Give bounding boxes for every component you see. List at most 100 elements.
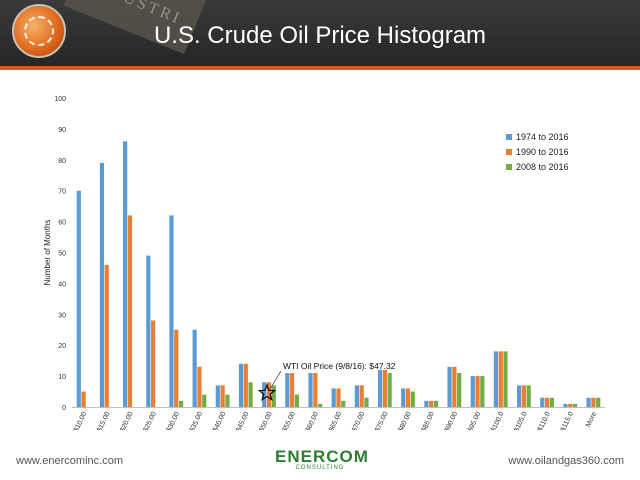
- y-tick-label: 70: [58, 189, 66, 196]
- bar-2: [382, 369, 387, 407]
- x-tick-label: $80.00: [397, 411, 412, 430]
- bar-2: [568, 403, 573, 407]
- bar-2: [429, 400, 434, 407]
- footer-brand: ENERCOM: [275, 447, 369, 466]
- bar-3: [248, 382, 253, 407]
- legend-label: 1974 to 2016: [516, 132, 569, 142]
- bar-1: [447, 366, 452, 407]
- bar-2: [405, 388, 411, 407]
- bar-1: [563, 403, 568, 407]
- y-tick-label: 40: [58, 281, 66, 288]
- x-tick-label: $115.0: [560, 411, 575, 430]
- bar-1: [377, 369, 383, 407]
- bar-2: [336, 388, 341, 407]
- bar-1: [76, 190, 81, 407]
- bar-3: [364, 397, 369, 407]
- annotation-text: WTI Oil Price (9/8/16): $47.32: [283, 361, 396, 371]
- header-bar: INDUSTRI U.S. Crude Oil Price Histogram: [0, 0, 640, 66]
- bar-2: [220, 385, 225, 407]
- y-tick-label: 90: [58, 127, 66, 134]
- bar-2: [174, 329, 179, 407]
- bar-1: [331, 388, 336, 407]
- bar-3: [341, 400, 346, 407]
- x-tick-label: $10.00: [73, 411, 88, 430]
- x-tick-label: $15.00: [96, 411, 111, 430]
- bar-2: [544, 397, 550, 407]
- bar-1: [540, 397, 545, 407]
- bar-3: [271, 385, 276, 407]
- x-tick-label: $40.00: [212, 411, 227, 430]
- y-axis-ticks: 0 10 20 30 40 50 60 70 80 90 100: [54, 96, 66, 412]
- x-tick-label: $45.00: [235, 411, 250, 430]
- x-tick-label: $90.00: [444, 411, 459, 430]
- x-axis-ticks: $10.00 $15.00 $20.00 $25.00 $30.00 $35.00 $40.…: [73, 411, 598, 433]
- footer-right-url[interactable]: www.oilandgas360.com: [508, 455, 624, 467]
- bar-3: [596, 397, 601, 407]
- annotation-leader-line: [269, 370, 282, 390]
- x-tick-label: $85.00: [421, 411, 436, 430]
- x-tick-label: $95.00: [467, 411, 482, 430]
- legend-swatch: [506, 164, 512, 170]
- bar-1: [586, 397, 591, 407]
- star-icon: [257, 383, 277, 402]
- bar-1: [493, 351, 499, 407]
- x-tick-label: $110.0: [537, 411, 552, 430]
- y-tick-label: 100: [54, 96, 66, 103]
- bar-3: [387, 373, 392, 407]
- bar-3: [433, 400, 439, 407]
- bar-2: [591, 397, 596, 407]
- bar-2: [313, 373, 318, 407]
- bar-1: [215, 385, 220, 407]
- x-tick-label: $105.0: [513, 411, 528, 430]
- bar-1: [470, 376, 475, 407]
- page-title: U.S. Crude Oil Price Histogram: [153, 22, 487, 49]
- x-tick-label: $70.00: [351, 411, 366, 430]
- y-tick-label: 80: [58, 158, 66, 165]
- bar-2: [266, 382, 272, 407]
- bar-1: [424, 400, 429, 407]
- x-tick-label: $25.00: [143, 411, 158, 430]
- footer-logo: ENERCOM CONSULTING: [275, 447, 369, 471]
- bar-3: [457, 373, 462, 407]
- bar-1: [285, 373, 290, 407]
- x-tick-label: $65.00: [328, 411, 343, 430]
- bar-3: [480, 376, 485, 407]
- bar-1: [354, 385, 359, 407]
- x-tick-label: $35.00: [189, 411, 204, 430]
- footer-left-url[interactable]: www.enercominc.com: [16, 455, 123, 467]
- bar-2: [521, 385, 526, 407]
- y-tick-label: 60: [58, 220, 66, 227]
- footer-brand-sub: CONSULTING: [295, 465, 345, 471]
- legend-label: 2008 to 2016: [516, 162, 569, 172]
- bar-3: [225, 394, 230, 407]
- y-tick-label: 30: [58, 312, 66, 319]
- bar-1: [169, 215, 174, 407]
- bar-2: [290, 373, 295, 407]
- bar-2: [359, 385, 364, 407]
- bar-2: [151, 320, 156, 407]
- y-tick-label: 20: [58, 343, 66, 350]
- bar-3: [572, 403, 578, 407]
- bar-1: [99, 162, 105, 407]
- bar-3: [410, 391, 415, 407]
- header-accent-stripe: [0, 66, 640, 70]
- sun-icon: [24, 16, 54, 46]
- bar-1: [238, 363, 244, 407]
- bar-1: [123, 141, 128, 407]
- x-tick-label: More: [585, 411, 598, 429]
- bar-3: [178, 400, 184, 407]
- x-tick-label: $20.00: [119, 411, 134, 430]
- bar-3: [503, 351, 508, 407]
- legend-swatch: [506, 134, 512, 140]
- bar-1: [401, 388, 406, 407]
- y-tick-label: 50: [58, 251, 66, 258]
- bar-2: [498, 351, 503, 407]
- y-tick-label: 10: [58, 374, 66, 381]
- x-tick-label: $75.00: [374, 411, 389, 430]
- bar-1: [192, 329, 197, 407]
- bar-1: [308, 373, 313, 407]
- y-axis-label: Number of Months: [43, 220, 52, 286]
- legend-label: 1990 to 2016: [516, 147, 569, 157]
- bar-2: [81, 391, 86, 407]
- bar-2: [197, 366, 202, 407]
